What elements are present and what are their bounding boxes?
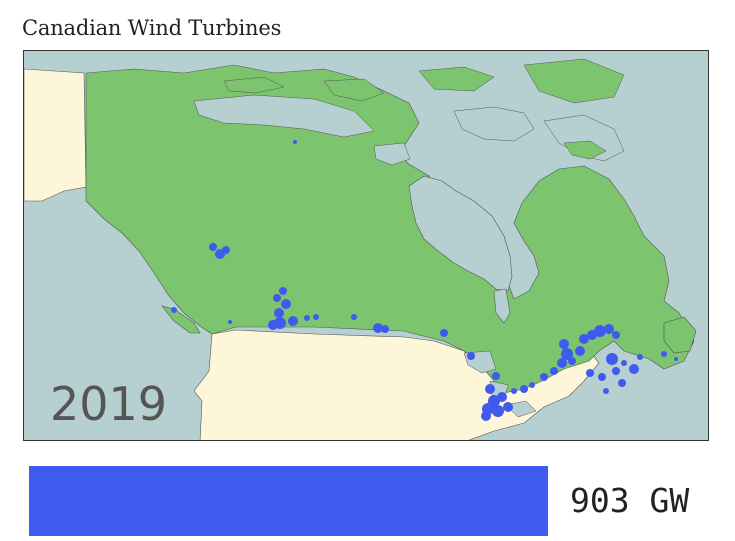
turbine-marker: [637, 354, 643, 360]
lake-erie: [505, 400, 537, 418]
turbine-marker: [492, 372, 500, 380]
turbine-marker: [171, 307, 177, 313]
turbine-marker: [274, 317, 286, 329]
arctic-channel: [193, 94, 375, 138]
turbine-marker: [381, 325, 389, 333]
turbine-marker: [279, 287, 287, 295]
arctic-channel: [453, 106, 535, 142]
turbine-markers: [171, 140, 678, 421]
turbine-marker: [520, 385, 528, 393]
capacity-label: 903 GW: [570, 481, 690, 520]
turbine-marker: [575, 346, 585, 356]
turbine-marker: [540, 373, 548, 381]
turbine-marker: [661, 351, 667, 357]
turbine-marker: [274, 308, 284, 318]
turbine-marker: [550, 367, 558, 375]
turbine-marker: [351, 314, 357, 320]
turbine-marker: [603, 388, 609, 394]
hudson-bay: [408, 175, 513, 292]
turbine-marker: [288, 316, 298, 326]
year-label: 2019: [50, 377, 168, 431]
arctic-island: [563, 140, 607, 160]
turbine-marker: [594, 325, 606, 337]
turbine-marker: [373, 323, 383, 333]
turbine-marker: [586, 369, 594, 377]
turbine-marker: [293, 140, 297, 144]
ellesmere-island: [523, 58, 625, 104]
turbine-marker: [209, 243, 217, 251]
turbine-marker: [228, 320, 232, 324]
map-title: Canadian Wind Turbines: [22, 16, 282, 40]
turbine-marker: [304, 315, 310, 321]
arctic-channel: [373, 142, 411, 166]
turbine-marker: [568, 357, 576, 365]
turbine-marker: [618, 379, 626, 387]
turbine-marker: [559, 339, 569, 349]
arctic-island: [323, 78, 385, 102]
turbine-marker: [529, 382, 535, 388]
turbine-marker: [273, 294, 281, 302]
alaska: [24, 68, 87, 202]
turbine-marker: [579, 334, 589, 344]
turbine-marker: [222, 246, 230, 254]
turbine-marker: [598, 373, 606, 381]
turbine-marker: [674, 357, 678, 361]
turbine-marker: [481, 411, 491, 421]
james-bay: [493, 288, 511, 324]
turbine-marker: [629, 364, 639, 374]
turbine-marker: [621, 360, 627, 366]
turbine-marker: [612, 331, 620, 339]
turbine-marker: [467, 352, 475, 360]
turbine-marker: [604, 324, 614, 334]
turbine-marker: [612, 367, 620, 375]
turbine-marker: [503, 402, 513, 412]
turbine-marker: [511, 388, 517, 394]
arctic-island: [418, 66, 495, 92]
turbine-marker: [557, 358, 567, 368]
turbine-marker: [606, 353, 618, 365]
turbine-marker: [281, 299, 291, 309]
turbine-marker: [440, 329, 448, 337]
arctic-island: [223, 76, 285, 94]
newfoundland: [663, 316, 697, 354]
map-canvas: [24, 51, 708, 440]
turbine-marker: [492, 405, 504, 417]
turbine-marker: [313, 314, 319, 320]
turbine-marker: [485, 384, 495, 394]
wind-turbine-map: 2019: [23, 50, 709, 441]
capacity-bar: [29, 466, 548, 536]
turbine-marker: [561, 348, 573, 360]
canada: [85, 64, 695, 394]
turbine-marker: [497, 392, 507, 402]
